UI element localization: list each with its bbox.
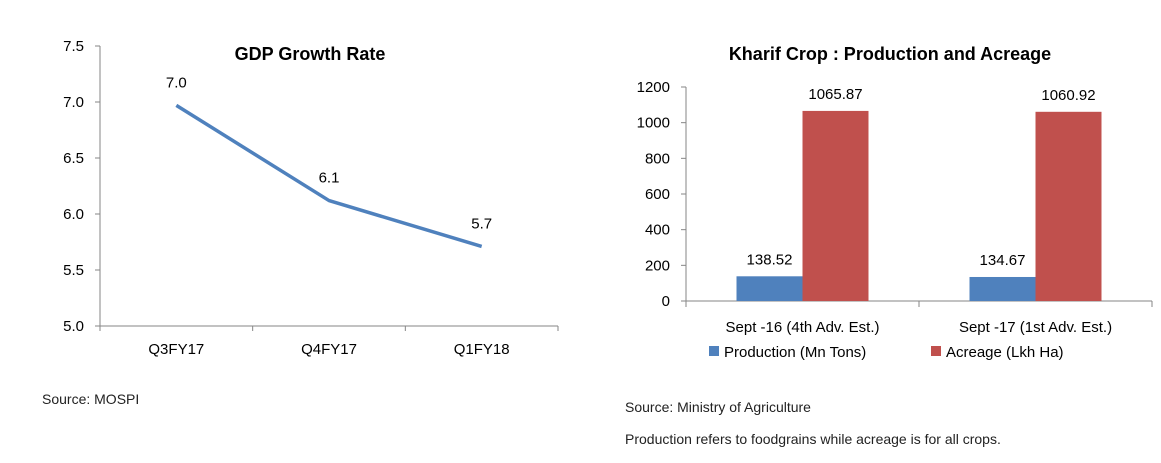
kharif-y-tick-label: 1000 xyxy=(637,115,670,132)
gdp-y-tick-label: 5.0 xyxy=(63,318,84,335)
kharif-x-tick-label: Sept -16 (4th Adv. Est.) xyxy=(726,319,880,336)
right-footnote: Production refers to foodgrains while ac… xyxy=(625,431,1001,447)
kharif-y-tick-label: 0 xyxy=(662,293,670,310)
kharif-x-tick-label: Sept -17 (1st Adv. Est.) xyxy=(959,319,1112,336)
kharif-data-label: 138.52 xyxy=(747,251,793,268)
kharif-chart-title: Kharif Crop : Production and Acreage xyxy=(729,44,1051,64)
left-source-note: Source: MOSPI xyxy=(42,391,140,407)
gdp-line xyxy=(175,103,483,249)
gdp-x-tick-label: Q3FY17 xyxy=(148,341,204,358)
gdp-y-tick-label: 7.0 xyxy=(63,94,84,111)
kharif-y-tick-label: 1200 xyxy=(637,79,670,96)
gdp-axes: 5.0 5.5 6.0 6.5 7.0 7.5 Q3FY17 Q4FY17 Q1FY18 xyxy=(63,38,559,358)
kharif-legend-label: Production (Mn Tons) xyxy=(724,344,866,361)
kharif-bars: 138.52 1065.87 134.67 1060.92 xyxy=(736,86,1102,301)
gdp-growth-chart: GDP Growth Rate 5.0 5.5 6.0 6.5 7.0 7.5 Q3FY17… xyxy=(63,38,559,358)
kharif-legend-swatch xyxy=(931,346,941,356)
kharif-bar xyxy=(1035,111,1102,301)
kharif-legend-label: Acreage (Lkh Ha) xyxy=(946,344,1064,361)
kharif-y-tick-label: 800 xyxy=(645,150,670,167)
gdp-y-tick-label: 7.5 xyxy=(63,38,84,55)
gdp-x-tick-label: Q4FY17 xyxy=(301,341,357,358)
gdp-chart-title: GDP Growth Rate xyxy=(235,44,386,64)
kharif-legend: Production (Mn Tons) Acreage (Lkh Ha) xyxy=(709,344,1064,361)
gdp-data-label: 5.7 xyxy=(471,215,492,232)
kharif-bar xyxy=(969,276,1036,301)
kharif-data-label: 134.67 xyxy=(980,252,1026,269)
gdp-y-tick-label: 5.5 xyxy=(63,262,84,279)
gdp-series-line: 7.0 6.1 5.7 xyxy=(166,74,492,249)
kharif-data-label: 1060.92 xyxy=(1041,87,1095,104)
gdp-y-tick-label: 6.5 xyxy=(63,150,84,167)
gdp-x-tick-label: Q1FY18 xyxy=(454,341,510,358)
kharif-data-label: 1065.87 xyxy=(808,86,862,103)
kharif-y-tick-label: 400 xyxy=(645,222,670,239)
gdp-data-label: 6.1 xyxy=(319,170,340,187)
kharif-y-tick-label: 200 xyxy=(645,257,670,274)
kharif-bar xyxy=(802,110,869,301)
kharif-axes: 0 200 400 600 800 1000 1200 Sept -16 (4th Adv. … xyxy=(637,79,1153,336)
kharif-y-tick-label: 600 xyxy=(645,186,670,203)
right-source-note: Source: Ministry of Agriculture xyxy=(625,399,811,415)
kharif-crop-chart: Kharif Crop : Production and Acreage 0 20… xyxy=(637,44,1153,361)
gdp-data-label: 7.0 xyxy=(166,74,187,91)
kharif-legend-swatch xyxy=(709,346,719,356)
kharif-bar xyxy=(736,276,803,301)
gdp-y-tick-label: 6.0 xyxy=(63,206,84,223)
